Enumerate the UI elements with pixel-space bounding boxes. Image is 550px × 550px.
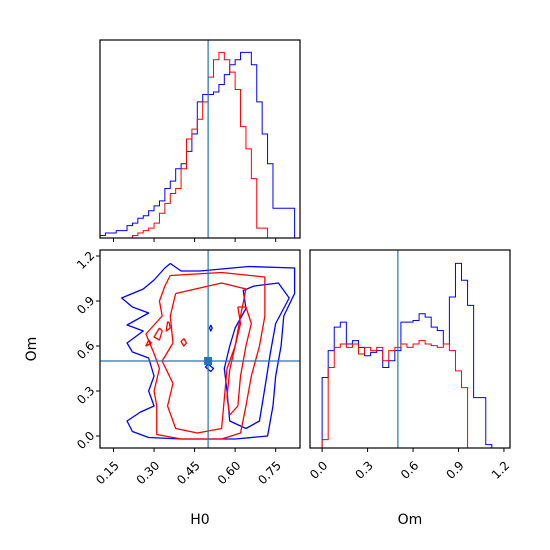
histogram-series-1 <box>321 340 492 449</box>
om-hist-frame <box>309 249 511 449</box>
x-tick-label-1: 0.30 <box>134 458 163 487</box>
contour-1-4 <box>165 321 171 332</box>
x-tick-label-4: 0.75 <box>255 458 284 487</box>
h0-om-contour-panel: 0.15 0.30 0.45 0.60 0.75 0.00.30.60.91.2 H0 … <box>24 249 301 528</box>
truth-marker <box>204 357 213 365</box>
x-tick-label-0: 0.0 <box>307 458 330 481</box>
om-y-axis-ticks: 0.0 0.3 0.6 0.9 1.2 <box>74 249 100 452</box>
x-tick-label-4: 1.2 <box>489 458 512 481</box>
contour-1-2 <box>226 306 253 416</box>
y-tick-label-3: 0.9 <box>74 294 97 317</box>
x-axis-title-om: Om <box>398 512 423 528</box>
x-tick-label-2: 0.6 <box>398 458 421 481</box>
y-tick-label-0: 0.0 <box>74 429 97 452</box>
contour-0-0 <box>120 262 296 440</box>
x-tick-label-0: 0.15 <box>93 458 122 487</box>
histogram-series-0 <box>99 51 300 239</box>
h0-om-frame <box>99 249 301 449</box>
h0-om-contours <box>120 262 296 440</box>
y-tick-label-2: 0.6 <box>74 339 97 362</box>
h0-marginal-panel <box>99 39 301 242</box>
om-histograms <box>321 262 493 449</box>
y-tick-label-4: 1.2 <box>74 249 97 272</box>
contour-0-2 <box>208 324 213 332</box>
h0-x-axis-ticks: 0.15 0.30 0.45 0.60 0.75 <box>93 448 284 487</box>
y-axis-title-om: Om <box>24 337 40 362</box>
x-tick-label-2: 0.45 <box>174 458 203 487</box>
contour-0-3 <box>204 363 215 373</box>
x-tick-label-3: 0.9 <box>443 458 466 481</box>
h0-hist-ticks <box>113 238 277 242</box>
contour-1-3 <box>153 327 163 341</box>
contour-1-0 <box>145 271 266 440</box>
y-tick-label-1: 0.3 <box>74 384 97 407</box>
x-tick-label-3: 0.60 <box>215 458 244 487</box>
om-marginal-panel: 0.0 0.3 0.6 0.9 1.2 Om <box>307 249 512 528</box>
om-x-axis-ticks: 0.0 0.3 0.6 0.9 1.2 <box>307 448 512 482</box>
contour-1-1 <box>161 282 247 434</box>
histogram-series-1 <box>100 51 300 239</box>
x-axis-title-h0: H0 <box>190 512 209 528</box>
histogram-series-0 <box>321 262 493 448</box>
contour-1-5 <box>180 338 188 347</box>
x-tick-label-1: 0.3 <box>353 458 376 481</box>
contour-1-6 <box>145 339 153 347</box>
h0-hist-frame <box>99 39 301 239</box>
h0-om-truth-lines <box>100 250 300 448</box>
h0-histograms <box>99 51 300 239</box>
